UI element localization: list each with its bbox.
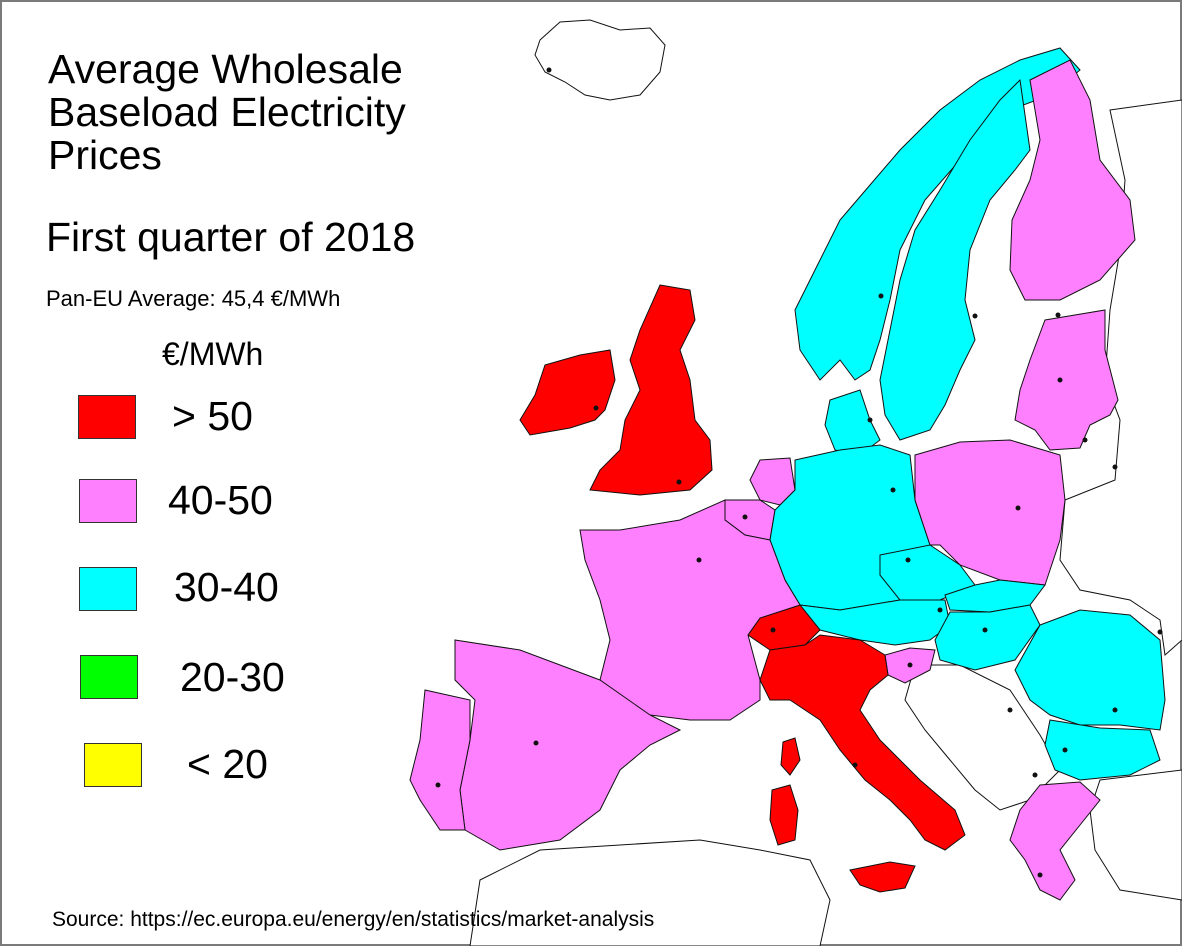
capital-dot [890, 487, 896, 493]
legend-unit: €/MWh [162, 336, 264, 372]
legend-swatch-20-30 [80, 655, 138, 699]
region-slovakia[interactable] [944, 579, 1046, 613]
capital-dot [770, 627, 776, 633]
region-sicily[interactable] [849, 861, 916, 893]
region-sweden[interactable] [879, 78, 1031, 441]
capital-dot [533, 740, 539, 746]
region-hungary[interactable] [934, 604, 1041, 671]
capital-dot [937, 607, 943, 613]
legend-swatch-30-40 [79, 567, 137, 611]
legend-label-gt50: > 50 [172, 393, 253, 439]
legend-label-20-30: 20-30 [180, 654, 285, 700]
capital-dot [546, 67, 552, 73]
region-portugal[interactable] [409, 689, 471, 831]
capital-dot [1037, 872, 1043, 878]
capital-dot [1082, 437, 1088, 443]
eu-countries [409, 47, 1166, 901]
region-spain[interactable] [454, 639, 682, 851]
capital-dot [1055, 312, 1061, 318]
capital-dot [593, 405, 599, 411]
region-denmark[interactable] [824, 389, 881, 456]
capital-dot [1112, 464, 1118, 470]
region-romania[interactable] [1014, 609, 1166, 731]
capital-dot [1112, 707, 1118, 713]
map-subtitle: First quarter of 2018 [46, 214, 416, 260]
legend-swatch-lt20 [84, 743, 142, 787]
capital-dot [852, 762, 858, 768]
capital-dot [907, 662, 913, 668]
capital-dot [905, 557, 911, 563]
region-greece[interactable] [1009, 781, 1101, 901]
region-baltics[interactable] [1014, 309, 1119, 451]
region-united-kingdom[interactable] [589, 284, 713, 496]
legend-swatch-40-50 [79, 479, 137, 523]
capital-dot [972, 313, 978, 319]
balkans-shape [904, 664, 1061, 811]
capital-dot [1157, 629, 1163, 635]
pan-eu-average: Pan-EU Average: 45,4 €/MWh [46, 286, 341, 311]
eastern-europe-shape [1059, 99, 1182, 656]
capital-dot [676, 479, 682, 485]
capital-dot [435, 782, 441, 788]
region-finland[interactable] [1009, 59, 1136, 301]
source-note: Source: https://ec.europa.eu/energy/en/s… [52, 908, 655, 931]
region-bulgaria[interactable] [1044, 719, 1161, 781]
capital-markers [435, 67, 1163, 878]
capital-dot [1015, 505, 1021, 511]
capital-dot [742, 514, 748, 520]
capital-dot [878, 293, 884, 299]
north-africa-shape [469, 839, 831, 946]
capital-dot [1057, 377, 1063, 383]
iceland-shape [534, 19, 666, 101]
region-france[interactable] [579, 499, 801, 721]
capital-dot [1032, 772, 1038, 778]
region-ireland[interactable] [519, 349, 616, 436]
legend-label-30-40: 30-40 [174, 564, 279, 610]
legend-label-40-50: 40-50 [168, 477, 273, 523]
map-title: Average Wholesale Baseload Electricity P… [48, 46, 406, 178]
capital-dot [1062, 747, 1068, 753]
capital-dot [867, 417, 873, 423]
capital-dot [1007, 707, 1013, 713]
region-sardinia[interactable] [769, 784, 799, 846]
non-eu-countries [469, 19, 1182, 946]
region-corsica[interactable] [780, 737, 801, 776]
legend-label-lt20: < 20 [187, 741, 268, 787]
region-italy[interactable] [759, 634, 966, 851]
turkey-shape [1089, 769, 1182, 901]
capital-dot [696, 557, 702, 563]
capital-dot [982, 627, 988, 633]
legend-swatch-gt50 [78, 395, 136, 439]
